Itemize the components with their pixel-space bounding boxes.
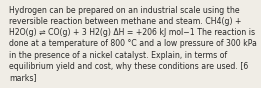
Text: Hydrogen can be prepared on an industrial scale using the: Hydrogen can be prepared on an industria…: [9, 6, 240, 15]
Text: done at a temperature of 800 °C and a low pressure of 300 kPa: done at a temperature of 800 °C and a lo…: [9, 39, 257, 48]
Text: equilibrium yield and cost, why these conditions are used. [6: equilibrium yield and cost, why these co…: [9, 62, 248, 71]
Text: in the presence of a nickel catalyst. Explain, in terms of: in the presence of a nickel catalyst. Ex…: [9, 51, 227, 59]
Text: H2O(g) ⇌ CO(g) + 3 H2(g) ΔH = +206 kJ mol−1 The reaction is: H2O(g) ⇌ CO(g) + 3 H2(g) ΔH = +206 kJ mo…: [9, 28, 255, 37]
Text: marks]: marks]: [9, 73, 37, 82]
Text: reversible reaction between methane and steam. CH4(g) +: reversible reaction between methane and …: [9, 17, 241, 26]
